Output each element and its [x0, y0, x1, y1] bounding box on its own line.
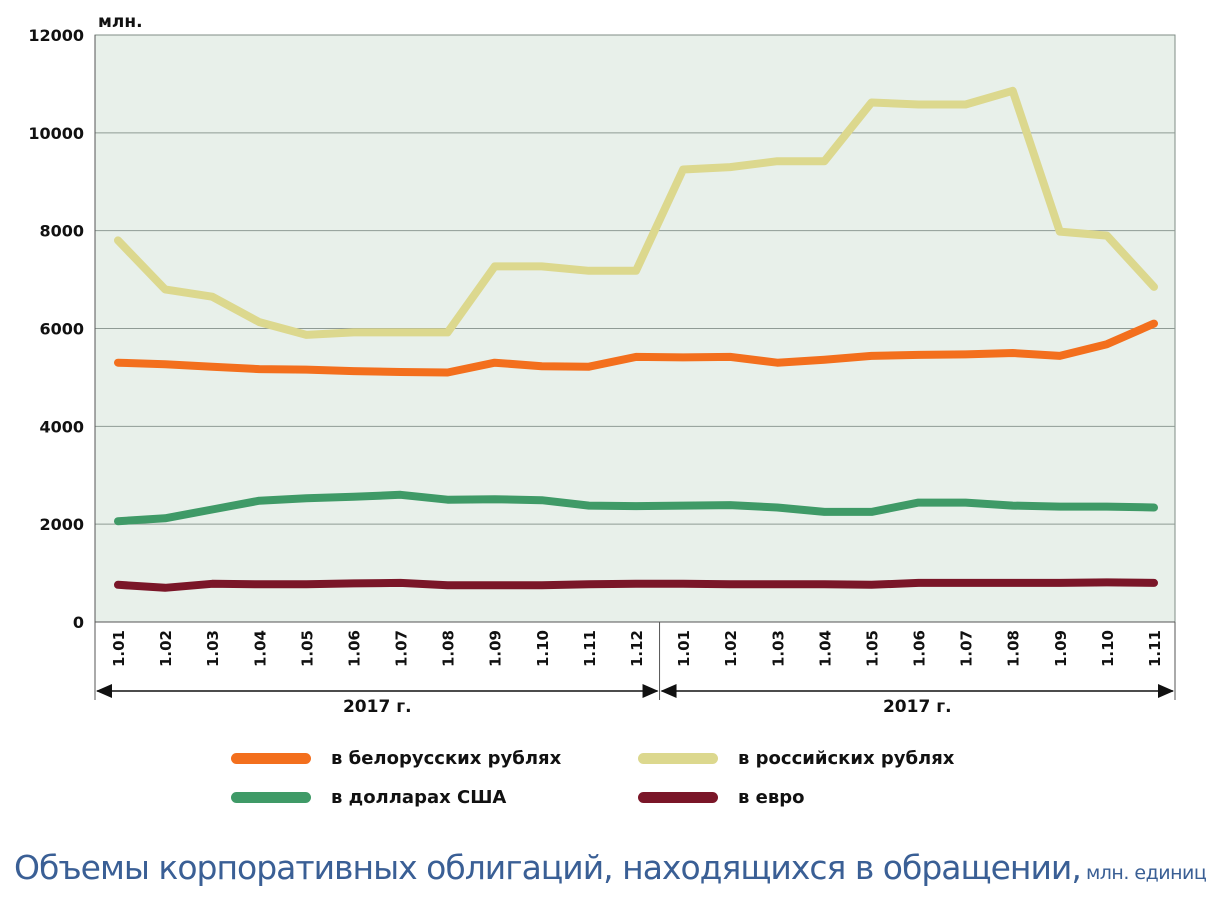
- period-brackets: 2017 г. 2017 г.: [96, 684, 1174, 717]
- y-tick-label: 2000: [39, 515, 84, 534]
- chart-caption: Объемы корпоративных облигаций, находящи…: [14, 848, 1224, 887]
- caption-unit: млн. единиц: [1085, 862, 1207, 884]
- x-tick-label: 1.11: [1146, 630, 1164, 667]
- x-tick-label: 1.10: [534, 630, 552, 667]
- x-tick-label: 1.06: [911, 630, 929, 667]
- y-tick-label: 0: [73, 613, 84, 632]
- y-tick-label: 10000: [28, 124, 84, 143]
- period-arrow-left: [660, 684, 677, 698]
- legend-item-rub: в российских рублях: [638, 744, 954, 772]
- period-label: 2017 г.: [883, 697, 952, 717]
- x-tick-label: 1.05: [298, 630, 316, 667]
- legend-item-usd: в долларах США: [231, 783, 506, 811]
- legend-swatch-eur: [638, 791, 718, 803]
- y-tick-label: 4000: [39, 417, 84, 436]
- x-tick-label: 1.08: [440, 630, 458, 667]
- x-tick-label: 1.09: [1052, 630, 1070, 667]
- x-tick-label: 1.07: [393, 630, 411, 667]
- series-lines: [114, 86, 1158, 592]
- x-axis-ticks: 1.01 1.02 1.03 1.04 1.05 1.06 1.07 1.08 1.09 1.10…: [110, 630, 1164, 667]
- legend-swatch-usd: [231, 791, 311, 803]
- x-tick-label: 1.03: [769, 630, 787, 667]
- x-tick-label: 1.01: [110, 630, 128, 667]
- y-tick-label: 8000: [39, 222, 84, 241]
- legend-item-byn: в белорусских рублях: [231, 744, 561, 772]
- series-line-1: [114, 86, 1158, 339]
- x-tick-label: 1.01: [675, 630, 693, 667]
- x-tick-label: 1.04: [251, 630, 269, 667]
- period-arrow-left: [96, 684, 112, 698]
- x-tick-label: 1.12: [628, 630, 646, 667]
- series-line-3: [114, 578, 1158, 592]
- legend-label-rub: в российских рублях: [738, 747, 955, 769]
- x-tick-label: 1.05: [863, 630, 881, 667]
- x-tick-label: 1.08: [1005, 630, 1023, 667]
- x-tick-label: 1.02: [157, 630, 175, 667]
- legend-swatch-byn: [231, 752, 311, 764]
- x-tick-label: 1.06: [345, 630, 363, 667]
- x-tick-label: 1.03: [204, 630, 222, 667]
- series-line-2: [114, 490, 1158, 526]
- y-axis-ticks: 0 2000 4000 6000 8000 10000 12000: [28, 26, 84, 632]
- legend-label-eur: в евро: [738, 786, 805, 808]
- x-tick-label: 1.02: [722, 630, 740, 667]
- period-label: 2017 г.: [343, 697, 412, 717]
- period-arrow-right: [642, 684, 659, 698]
- legend-item-eur: в евро: [638, 783, 805, 811]
- x-tick-label: 1.04: [816, 630, 834, 667]
- legend-label-byn: в белорусских рублях: [331, 747, 562, 769]
- y-tick-label: 12000: [28, 26, 84, 45]
- y-axis-unit-label: млн.: [98, 12, 143, 32]
- y-tick-label: 6000: [39, 320, 84, 339]
- caption-title: Объемы корпоративных облигаций, находящи…: [14, 848, 1082, 887]
- period-arrow-right: [1158, 684, 1174, 698]
- line-chart: 0 2000 4000 6000 8000 10000 12000 1.01 1.02 1.03…: [28, 12, 1176, 717]
- x-tick-label: 1.09: [487, 630, 505, 667]
- legend-label-usd: в долларах США: [331, 786, 507, 808]
- x-tick-label: 1.07: [958, 630, 976, 667]
- legend-swatch-rub: [638, 752, 718, 764]
- x-tick-label: 1.10: [1099, 630, 1117, 667]
- x-tick-label: 1.11: [581, 630, 599, 667]
- series-line-0: [114, 319, 1158, 377]
- axes: [94, 35, 1176, 700]
